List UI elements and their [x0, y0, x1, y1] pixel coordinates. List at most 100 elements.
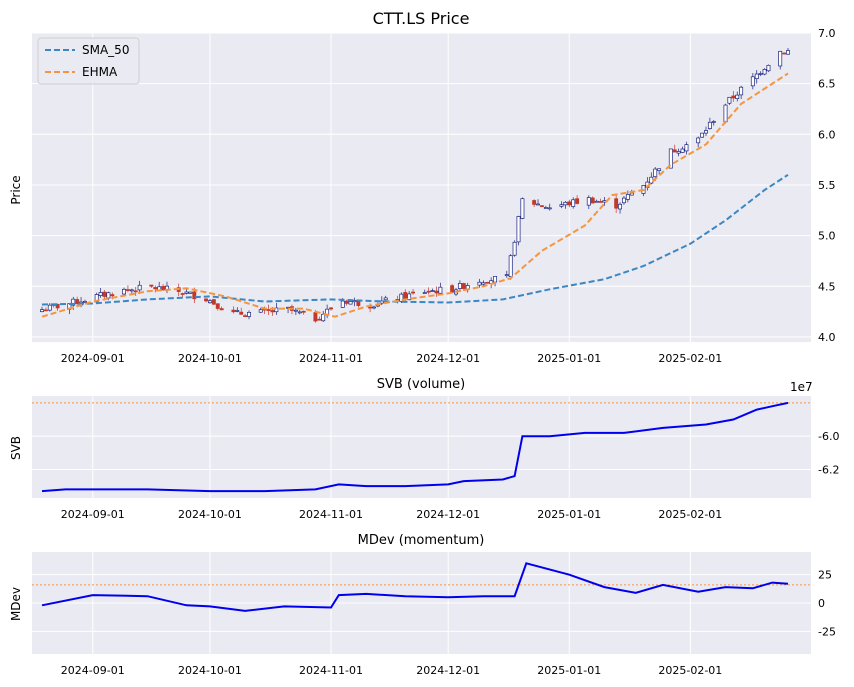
candle-body: [477, 281, 482, 286]
candle-body: [188, 291, 193, 294]
candle-body: [786, 50, 790, 55]
candle-body: [520, 198, 525, 219]
candle-body: [110, 294, 115, 297]
candle-body: [301, 310, 306, 313]
candle-body: [83, 300, 87, 303]
candle-body: [133, 290, 138, 293]
candle-body: [539, 205, 544, 208]
x-tick-label: 2025-02-01: [658, 664, 722, 677]
x-tick-label: 2025-02-01: [658, 352, 722, 365]
candle-body: [750, 76, 755, 87]
candle-body: [731, 95, 736, 99]
candle-body: [704, 130, 708, 134]
candle-body: [758, 73, 763, 75]
candle-body: [735, 94, 740, 99]
candle-body: [508, 255, 513, 277]
y-tick-label: -6.0: [818, 430, 839, 443]
x-tick-label: 2024-12-01: [416, 664, 480, 677]
candle-body: [711, 121, 716, 123]
candle-body: [258, 309, 263, 313]
y-tick-label: 6.0: [818, 128, 836, 141]
y-tick-label: 4.5: [818, 280, 836, 293]
candle-body: [438, 286, 443, 294]
price-ylabel: Price: [9, 175, 23, 204]
candle-body: [215, 303, 220, 309]
candle-body: [707, 121, 712, 129]
candle-body: [348, 301, 353, 305]
candle-body: [270, 310, 275, 313]
candle-body: [657, 168, 662, 171]
svb-line: [41, 401, 789, 493]
mdev-title: MDev (momentum): [358, 533, 485, 548]
candle-body: [239, 311, 244, 315]
x-tick-label: 2024-11-01: [299, 352, 363, 365]
candle-body: [684, 144, 689, 152]
candle-body: [426, 290, 431, 293]
y-tick-label: 25: [818, 569, 832, 582]
candle-body: [559, 204, 564, 207]
candle-body: [625, 194, 630, 200]
candle-body: [516, 216, 521, 243]
candle-body: [379, 300, 384, 304]
candle-body: [727, 96, 732, 104]
x-tick-label: 2025-02-01: [658, 508, 722, 521]
candle-body: [485, 281, 490, 284]
candle-body: [762, 69, 767, 75]
candle-body: [614, 198, 619, 209]
svb-plot-area: [32, 396, 811, 498]
candle-body: [243, 315, 248, 317]
candle-body: [547, 207, 552, 210]
y-tick-label: 4.0: [818, 331, 836, 344]
x-tick-label: 2024-12-01: [416, 508, 480, 521]
candle-body: [235, 310, 240, 312]
candle-body: [161, 286, 166, 291]
candle-body: [778, 50, 783, 67]
candle-body: [586, 197, 591, 206]
candle-body: [153, 287, 158, 290]
svb-panel: SVB (volume) SVB 1e7 -6.0 -6.2 2024-09-01…: [9, 377, 839, 521]
candle-body: [618, 203, 623, 210]
candle-body: [450, 285, 455, 293]
candle-body: [75, 299, 80, 305]
candle-body: [94, 294, 99, 303]
x-tick-label: 2024-10-01: [178, 664, 242, 677]
x-tick-label: 2024-11-01: [299, 664, 363, 677]
candle-body: [598, 201, 603, 203]
candle-body: [676, 151, 681, 154]
candle-body: [567, 201, 572, 206]
candle-body: [481, 282, 486, 285]
candle-body: [411, 291, 415, 294]
candle-body: [653, 168, 658, 178]
price-panel: CTT.LS Price Price 4.0 4.5 5.0 5.5 6.0 6.5 7.0…: [9, 9, 836, 365]
candle-body: [543, 207, 548, 209]
candle-body: [575, 198, 580, 204]
x-tick-label: 2025-01-01: [537, 352, 601, 365]
ehma-line: [41, 72, 789, 318]
y-tick-label: 7.0: [818, 27, 836, 40]
candle-body: [207, 300, 212, 304]
candle-body: [321, 313, 326, 322]
y-tick-label: 6.5: [818, 78, 836, 91]
candle-body: [536, 203, 540, 206]
price-plot-area: [32, 33, 811, 342]
candle-body: [329, 307, 333, 310]
candle-body: [493, 276, 498, 283]
y-tick-label: -25: [818, 625, 836, 638]
candle-body: [129, 289, 134, 292]
candle-body: [457, 282, 462, 289]
candle-body: [356, 300, 361, 306]
candle-body: [754, 73, 759, 80]
candle-body: [407, 293, 412, 301]
mdev-line: [41, 562, 789, 612]
candle-body: [532, 200, 537, 205]
candle-body: [313, 312, 318, 322]
candle-body: [274, 307, 279, 313]
candle-body: [383, 297, 388, 301]
candle-body: [102, 291, 107, 297]
sma50-line: [41, 173, 789, 306]
candle-body: [98, 292, 103, 296]
candle-body: [372, 306, 376, 309]
x-tick-label: 2024-09-01: [61, 508, 125, 521]
candle-body: [40, 309, 44, 313]
candle-body: [696, 137, 701, 144]
